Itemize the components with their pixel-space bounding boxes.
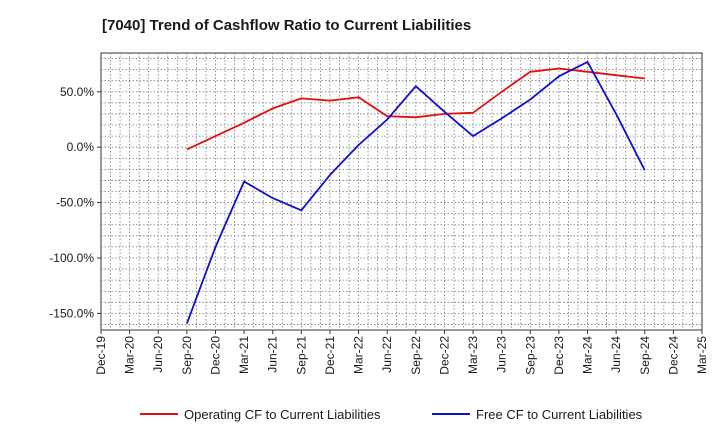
x-tick-label: Mar-25	[695, 336, 709, 374]
x-tick-label: Dec-24	[666, 336, 680, 375]
y-tick-label: 50.0%	[60, 85, 94, 99]
x-tick-label: Dec-21	[323, 336, 337, 375]
y-tick-label: 0.0%	[67, 140, 95, 154]
x-tick-label: Sep-21	[294, 336, 308, 375]
chart-title: [7040] Trend of Cashflow Ratio to Curren…	[102, 17, 471, 34]
plot-area	[100, 52, 703, 331]
y-axis-tick-labels: 50.0% 0.0% -50.0% -100.0% -150.0%	[49, 85, 101, 320]
x-tick-label: Mar-24	[581, 336, 595, 374]
x-tick-label: Sep-22	[409, 336, 423, 375]
x-tick-label: Jun-22	[380, 336, 394, 373]
legend-label: Free CF to Current Liabilities	[476, 407, 643, 422]
x-tick-label: Dec-23	[552, 336, 566, 375]
x-tick-label: Dec-19	[94, 336, 108, 375]
series-lines	[186, 61, 646, 324]
x-tick-label: Mar-20	[123, 336, 137, 374]
x-tick-label: Jun-24	[609, 336, 623, 373]
x-axis-tick-labels: Dec-19 Mar-20 Jun-20 Sep-20 Dec-20 Mar-21 Jun-…	[94, 330, 709, 375]
x-tick-label: Mar-22	[352, 336, 366, 374]
x-tick-label: Sep-20	[180, 336, 194, 375]
x-tick-label: Mar-23	[466, 336, 480, 374]
x-tick-label: Dec-20	[208, 336, 222, 375]
free-cf-series-line	[186, 61, 646, 324]
x-tick-label: Sep-23	[523, 336, 537, 375]
x-tick-label: Sep-24	[638, 336, 652, 375]
y-tick-label: -50.0%	[56, 196, 94, 210]
y-tick-label: -100.0%	[49, 251, 94, 265]
x-tick-label: Dec-22	[437, 336, 451, 375]
y-tick-label: -150.0%	[49, 306, 94, 320]
y-gridlines	[101, 58, 702, 325]
x-tick-label: Jun-20	[151, 336, 165, 373]
operating-cf-series-line	[186, 67, 645, 151]
x-tick-label: Jun-21	[266, 336, 280, 373]
legend-label: Operating CF to Current Liabilities	[184, 407, 381, 422]
x-tick-label: Jun-23	[495, 336, 509, 373]
legend: Operating CF to Current Liabilities Free …	[140, 407, 643, 422]
x-tick-label: Mar-21	[237, 336, 251, 374]
